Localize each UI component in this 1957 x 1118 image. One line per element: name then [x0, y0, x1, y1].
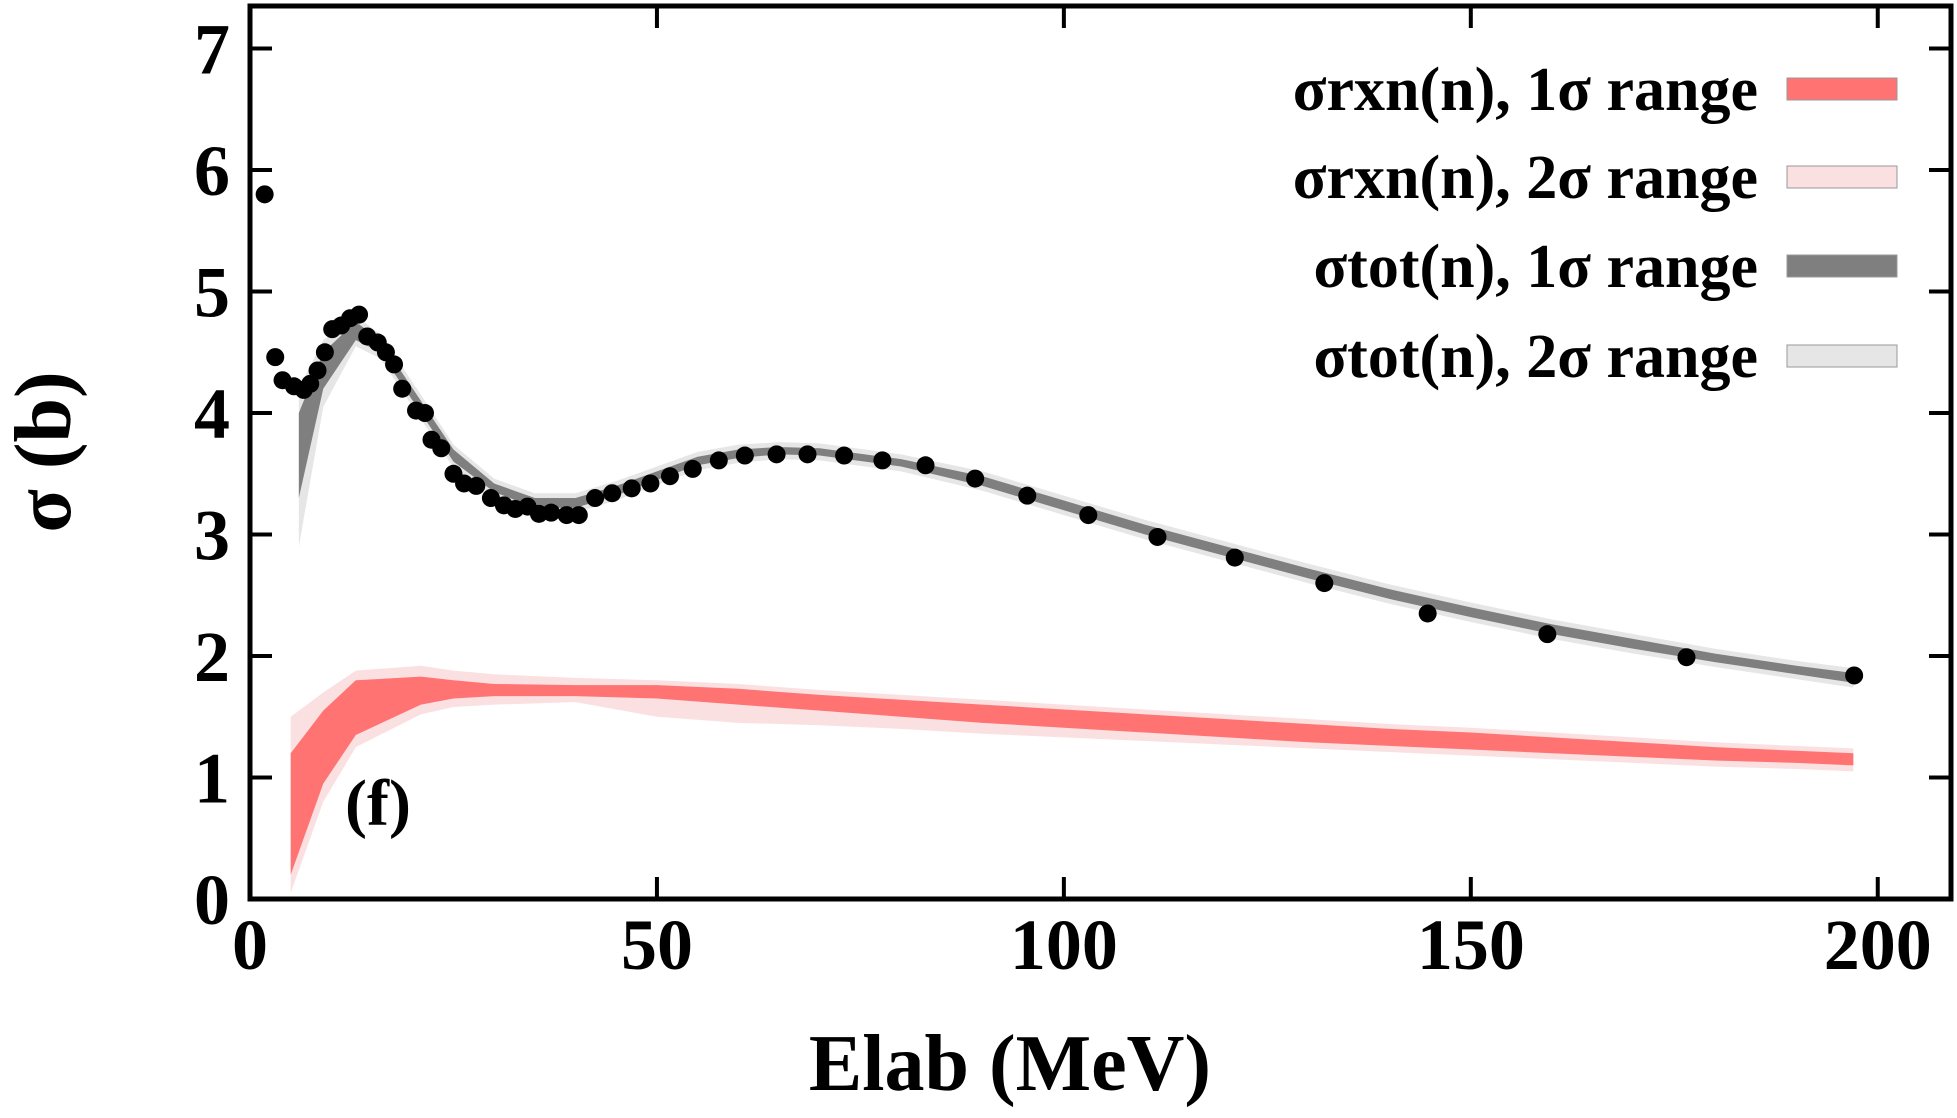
plot-frame	[247, 3, 1954, 902]
y-axis-label: σ (b)	[0, 371, 88, 532]
x-tick-label: 200	[1824, 905, 1932, 985]
band	[290, 676, 1854, 875]
data-point	[315, 343, 334, 362]
data-point	[916, 456, 935, 475]
data-point	[569, 506, 588, 525]
legend-label: σtot(n), 1σ range	[1313, 233, 1758, 301]
data-point	[641, 474, 660, 493]
y-tick-label: 6	[194, 131, 230, 211]
x-tick-label: 150	[1417, 905, 1525, 985]
y-tick-label: 0	[194, 860, 230, 940]
legend-swatch	[1786, 254, 1898, 278]
legend-label: σtot(n), 2σ range	[1313, 323, 1758, 391]
data-point	[586, 489, 605, 508]
data-point	[1315, 574, 1334, 593]
legend-swatch	[1786, 77, 1898, 101]
x-tick-label: 100	[1010, 905, 1118, 985]
data-point	[1148, 527, 1167, 546]
data-point	[542, 503, 561, 522]
y-tick-label: 4	[194, 374, 230, 454]
data-point	[767, 445, 786, 464]
data-point	[660, 467, 679, 486]
legend-swatch	[1786, 165, 1898, 189]
data-point	[622, 479, 641, 498]
data-point	[385, 355, 404, 374]
x-axis-label: Elab (MeV)	[809, 1020, 1211, 1108]
data-point	[798, 445, 817, 464]
data-point	[603, 484, 622, 503]
data-point	[432, 439, 451, 458]
y-tick-label: 1	[194, 739, 230, 819]
data-point	[966, 469, 985, 488]
data-point	[735, 446, 754, 465]
data-point	[393, 379, 412, 398]
data-point	[350, 305, 369, 324]
data-point	[709, 451, 728, 470]
data-point	[683, 459, 702, 478]
y-tick-label: 7	[194, 10, 230, 90]
legend-label: σrxn(n), 1σ range	[1293, 56, 1758, 124]
y-tick-label: 3	[194, 496, 230, 576]
band	[298, 315, 1854, 688]
data-point	[301, 374, 320, 393]
data-point	[1225, 548, 1244, 567]
data-point	[467, 476, 486, 495]
y-tick-label: 5	[194, 253, 230, 333]
data-point	[1677, 648, 1696, 667]
data-point	[1418, 604, 1437, 623]
data-point	[1079, 506, 1098, 525]
x-tick-label: 0	[232, 905, 268, 985]
data-point	[1845, 666, 1864, 685]
y-tick-label: 2	[194, 617, 230, 697]
data-point	[835, 446, 854, 465]
data-point	[308, 361, 327, 380]
data-point	[266, 348, 285, 367]
data-point	[1538, 625, 1557, 644]
legend-label: σrxn(n), 2σ range	[1293, 144, 1758, 212]
annotation: (f)	[345, 767, 411, 840]
data-point	[1018, 486, 1037, 505]
legend-swatch	[1786, 344, 1898, 368]
data-point	[415, 404, 434, 423]
band	[290, 665, 1854, 893]
data-point	[255, 185, 274, 204]
x-tick-label: 50	[621, 905, 693, 985]
data-point	[873, 451, 892, 470]
